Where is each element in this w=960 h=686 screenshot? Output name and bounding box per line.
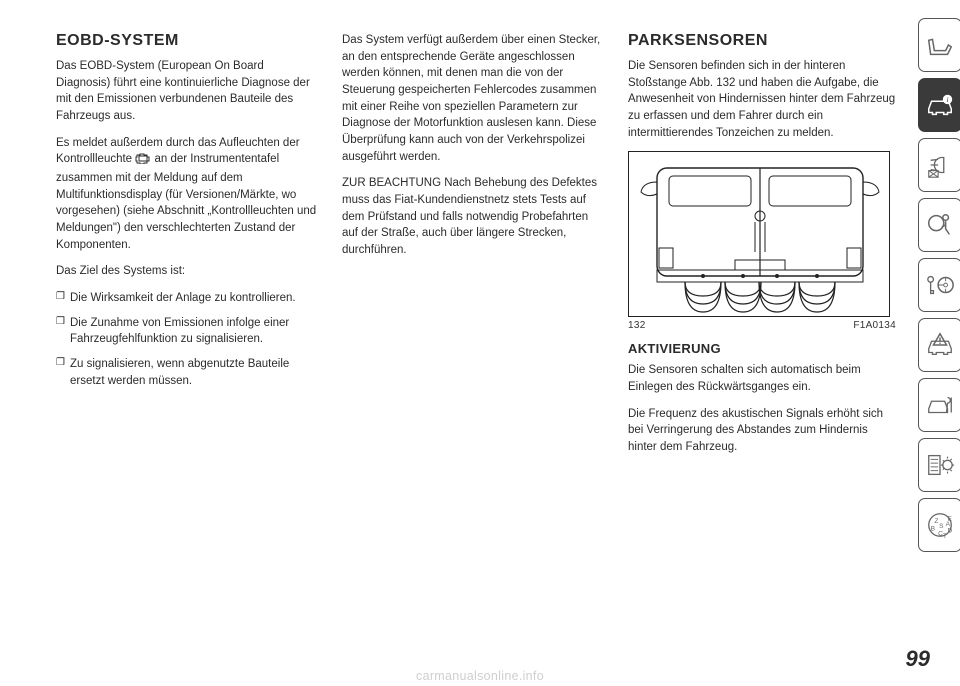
tab-service-icon[interactable]: [918, 378, 960, 432]
figure-code: F1A0134: [853, 320, 896, 331]
list-item: Die Zunahme von Emissionen infolge einer…: [56, 315, 318, 348]
figure-caption: 132 F1A0134: [628, 320, 896, 331]
col2-p1: Das System verfügt außerdem über einen S…: [342, 32, 604, 165]
svg-text:i: i: [946, 95, 948, 104]
figure-132: 132 F1A0134: [628, 151, 896, 331]
column-1: EOBD-SYSTEM Das EOBD-System (European On…: [56, 32, 318, 646]
heading-parksensoren: PARKSENSOREN: [628, 32, 896, 50]
heading-aktivierung: AKTIVIERUNG: [628, 341, 896, 356]
svg-text:T: T: [943, 533, 947, 540]
tab-car-info-icon[interactable]: i: [918, 78, 960, 132]
tab-specs-icon[interactable]: [918, 438, 960, 492]
svg-text:B: B: [931, 526, 936, 533]
sidebar-tabs: i ZBCTDAES: [914, 0, 960, 686]
heading-eobd: EOBD-SYSTEM: [56, 32, 318, 50]
content-columns: EOBD-SYSTEM Das EOBD-System (European On…: [0, 0, 914, 686]
list-item: Die Wirksamkeit der Anlage zu kontrollie…: [56, 290, 318, 307]
col3-p2: Die Sensoren schalten sich automatisch b…: [628, 362, 896, 395]
svg-text:E: E: [948, 515, 953, 522]
col2-p2: ZUR BEACHTUNG Nach Behebung des Defektes…: [342, 175, 604, 258]
figure-number: 132: [628, 320, 646, 331]
figure-image: [628, 151, 890, 317]
tab-seat-icon[interactable]: [918, 18, 960, 72]
engine-warning-icon: [135, 153, 151, 170]
col1-p3: Das Ziel des Systems ist:: [56, 263, 318, 280]
column-2: Das System verfügt außerdem über einen S…: [342, 32, 604, 646]
page-number: 99: [906, 646, 930, 672]
col1-p2: Es meldet außerdem durch das Aufleuchten…: [56, 135, 318, 254]
col3-p3: Die Frequenz des akustischen Signals erh…: [628, 406, 896, 456]
tab-index-icon[interactable]: ZBCTDAES: [918, 498, 960, 552]
list-item: Zu signalisieren, wenn abgenutzte Bautei…: [56, 356, 318, 389]
svg-text:Z: Z: [934, 518, 938, 525]
svg-text:D: D: [948, 528, 953, 535]
column-3: PARKSENSOREN Die Sensoren befinden sich …: [628, 32, 896, 646]
manual-page: EOBD-SYSTEM Das EOBD-System (European On…: [0, 0, 960, 686]
col3-p1: Die Sensoren befinden sich in der hinter…: [628, 58, 896, 141]
tab-key-steering-icon[interactable]: [918, 258, 960, 312]
col1-list: Die Wirksamkeit der Anlage zu kontrollie…: [56, 290, 318, 389]
watermark: carmanualsonline.info: [416, 669, 544, 683]
tab-warning-icon[interactable]: [918, 318, 960, 372]
col1-p2b: an der Instrumententafel zusammen mit de…: [56, 153, 316, 250]
tab-lights-icon[interactable]: [918, 138, 960, 192]
tab-airbag-icon[interactable]: [918, 198, 960, 252]
svg-text:S: S: [939, 523, 944, 530]
col1-p1: Das EOBD-System (European On Board Diagn…: [56, 58, 318, 125]
